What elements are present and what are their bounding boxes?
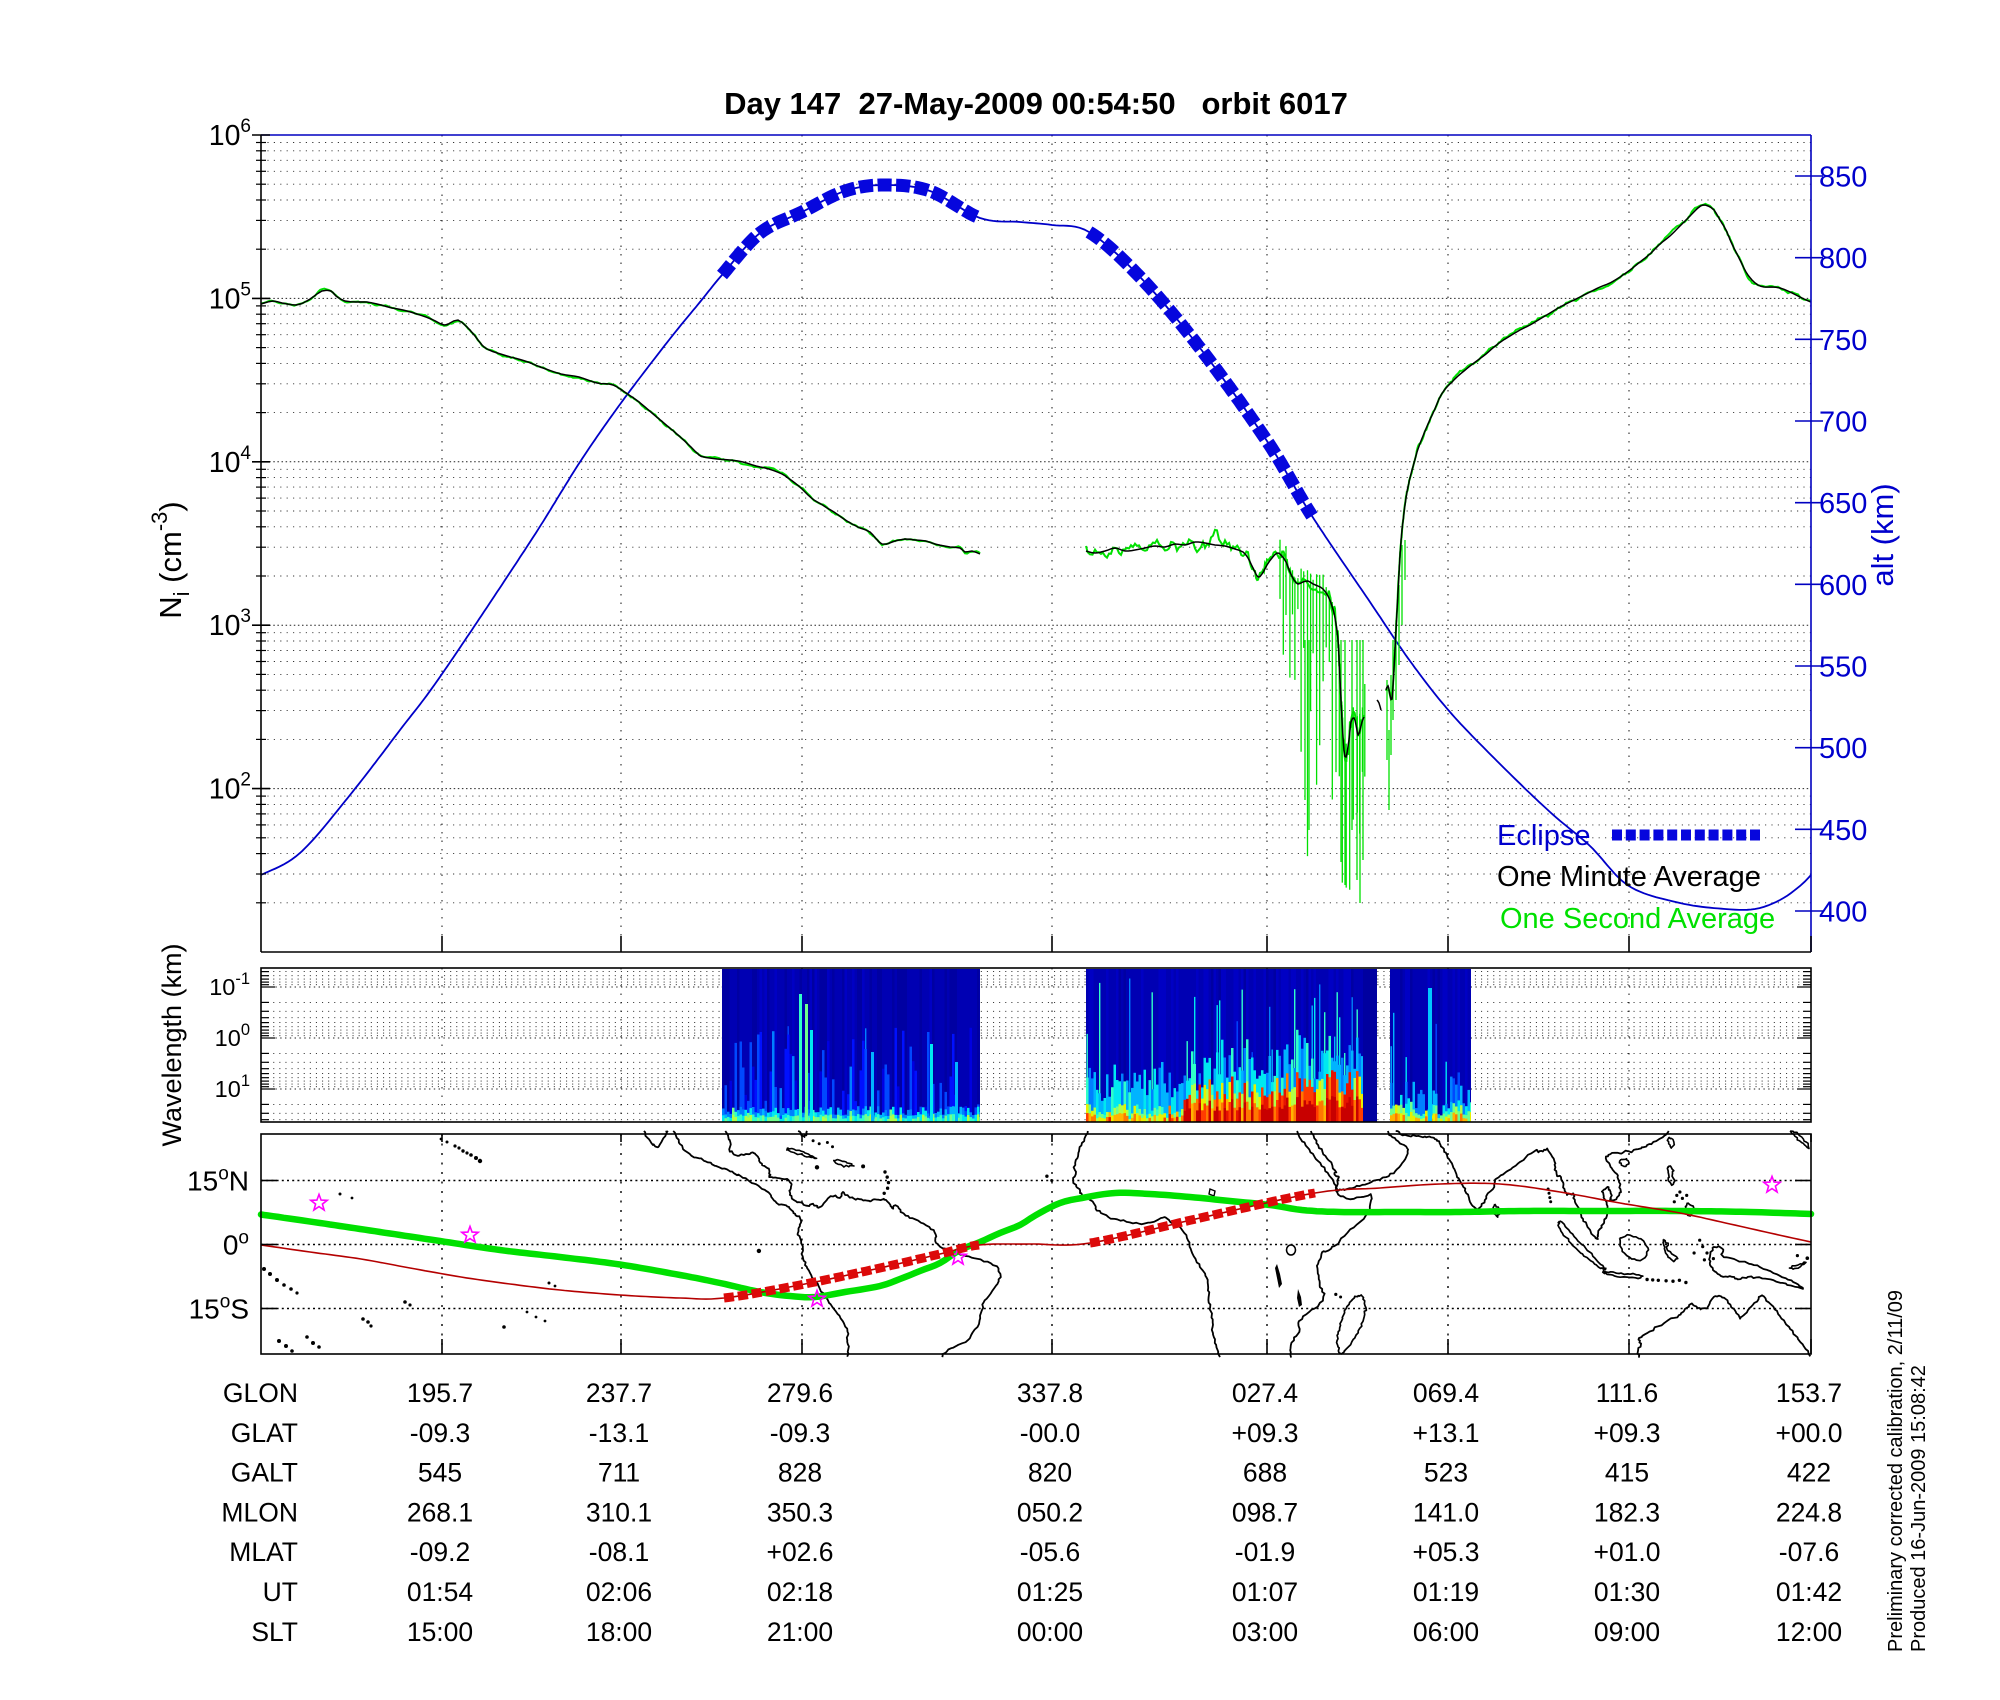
svg-text:-07.6: -07.6: [1779, 1537, 1839, 1567]
svg-text:12:00: 12:00: [1776, 1617, 1842, 1647]
svg-text:069.4: 069.4: [1413, 1378, 1479, 1408]
svg-text:106: 106: [209, 116, 251, 152]
svg-text:523: 523: [1424, 1458, 1468, 1488]
svg-text:600: 600: [1819, 570, 1867, 602]
svg-text:Wavelength (km): Wavelength (km): [157, 943, 187, 1146]
svg-text:545: 545: [418, 1458, 462, 1488]
svg-text:100: 100: [215, 1021, 250, 1051]
svg-text:027.4: 027.4: [1232, 1378, 1298, 1408]
svg-text:Produced 16-Jun-2009 15:08:42: Produced 16-Jun-2009 15:08:42: [1908, 1365, 1930, 1652]
svg-text:09:00: 09:00: [1594, 1617, 1660, 1647]
svg-text:MLON: MLON: [221, 1497, 298, 1527]
svg-text:337.8: 337.8: [1017, 1378, 1083, 1408]
svg-text:+05.3: +05.3: [1412, 1537, 1479, 1567]
svg-text:237.7: 237.7: [586, 1378, 652, 1408]
svg-text:-09.2: -09.2: [410, 1537, 470, 1567]
svg-text:SLT: SLT: [251, 1617, 298, 1647]
svg-text:-09.3: -09.3: [410, 1418, 470, 1448]
svg-text:10-1: 10-1: [209, 970, 250, 1000]
svg-text:-05.6: -05.6: [1020, 1537, 1080, 1567]
svg-text:02:18: 02:18: [767, 1577, 833, 1607]
svg-text:Day 147 27-May-2009 00:54:50: Day 147 27-May-2009 00:54:50 orbit 6017: [724, 86, 1348, 121]
svg-text:268.1: 268.1: [407, 1497, 473, 1527]
svg-text:415: 415: [1605, 1458, 1649, 1488]
svg-text:0o: 0o: [223, 1228, 249, 1261]
svg-text:15:00: 15:00: [407, 1617, 473, 1647]
svg-text:06:00: 06:00: [1413, 1617, 1479, 1647]
svg-text:800: 800: [1819, 243, 1867, 275]
svg-text:-09.3: -09.3: [770, 1418, 830, 1448]
svg-text:+09.3: +09.3: [1593, 1418, 1660, 1448]
svg-text:050.2: 050.2: [1017, 1497, 1083, 1527]
svg-text:105: 105: [209, 279, 251, 315]
svg-text:400: 400: [1819, 897, 1867, 929]
svg-text:Ni (cm-3): Ni (cm-3): [147, 501, 194, 618]
svg-text:One Second Average: One Second Average: [1500, 903, 1775, 935]
svg-text:15oS: 15oS: [189, 1292, 249, 1325]
svg-text:104: 104: [209, 443, 252, 479]
svg-text:422: 422: [1787, 1458, 1831, 1488]
svg-text:-00.0: -00.0: [1020, 1418, 1080, 1448]
svg-text:Preliminary corrected calibrat: Preliminary corrected calibration, 2/11/…: [1885, 1290, 1907, 1652]
svg-text:03:00: 03:00: [1232, 1617, 1298, 1647]
svg-text:GLAT: GLAT: [231, 1418, 298, 1448]
svg-text:GLON: GLON: [223, 1378, 298, 1408]
svg-text:00:00: 00:00: [1017, 1617, 1083, 1647]
svg-text:650: 650: [1819, 488, 1867, 520]
svg-text:111.6: 111.6: [1596, 1378, 1658, 1408]
svg-text:195.7: 195.7: [407, 1378, 473, 1408]
svg-text:+00.0: +00.0: [1775, 1418, 1842, 1448]
svg-text:GALT: GALT: [231, 1458, 298, 1488]
svg-text:828: 828: [778, 1458, 822, 1488]
svg-text:01:54: 01:54: [407, 1577, 473, 1607]
svg-text:153.7: 153.7: [1776, 1378, 1842, 1408]
svg-text:01:42: 01:42: [1776, 1577, 1842, 1607]
svg-text:750: 750: [1819, 325, 1867, 357]
svg-text:+09.3: +09.3: [1231, 1418, 1298, 1448]
svg-text:21:00: 21:00: [767, 1617, 833, 1647]
svg-text:UT: UT: [263, 1577, 298, 1607]
svg-text:+01.0: +01.0: [1593, 1537, 1660, 1567]
svg-text:550: 550: [1819, 652, 1867, 684]
svg-text:01:30: 01:30: [1594, 1577, 1660, 1607]
svg-text:098.7: 098.7: [1232, 1497, 1298, 1527]
svg-text:310.1: 310.1: [586, 1497, 652, 1527]
svg-text:+02.6: +02.6: [766, 1537, 833, 1567]
svg-text:01:25: 01:25: [1017, 1577, 1083, 1607]
svg-text:MLAT: MLAT: [229, 1537, 298, 1567]
svg-text:+13.1: +13.1: [1412, 1418, 1479, 1448]
svg-text:18:00: 18:00: [586, 1617, 652, 1647]
svg-text:182.3: 182.3: [1594, 1497, 1660, 1527]
svg-text:688: 688: [1243, 1458, 1287, 1488]
svg-text:101: 101: [215, 1072, 250, 1102]
svg-text:279.6: 279.6: [767, 1378, 833, 1408]
svg-text:One Minute Average: One Minute Average: [1497, 861, 1761, 893]
svg-text:500: 500: [1819, 733, 1867, 765]
svg-text:02:06: 02:06: [586, 1577, 652, 1607]
svg-text:700: 700: [1819, 407, 1867, 439]
svg-text:711: 711: [598, 1458, 640, 1488]
svg-text:820: 820: [1028, 1458, 1072, 1488]
svg-text:350.3: 350.3: [767, 1497, 833, 1527]
svg-text:Eclipse: Eclipse: [1497, 820, 1591, 852]
svg-text:103: 103: [209, 606, 251, 642]
svg-text:15oN: 15oN: [187, 1164, 249, 1197]
svg-text:102: 102: [209, 770, 251, 806]
svg-text:450: 450: [1819, 815, 1867, 847]
svg-text:-13.1: -13.1: [589, 1418, 649, 1448]
svg-text:141.0: 141.0: [1413, 1497, 1479, 1527]
svg-text:-08.1: -08.1: [589, 1537, 649, 1567]
svg-text:224.8: 224.8: [1776, 1497, 1842, 1527]
svg-text:850: 850: [1819, 162, 1867, 194]
svg-text:01:19: 01:19: [1413, 1577, 1479, 1607]
svg-text:alt (km): alt (km): [1865, 483, 1900, 586]
svg-text:-01.9: -01.9: [1235, 1537, 1295, 1567]
svg-text:01:07: 01:07: [1232, 1577, 1298, 1607]
